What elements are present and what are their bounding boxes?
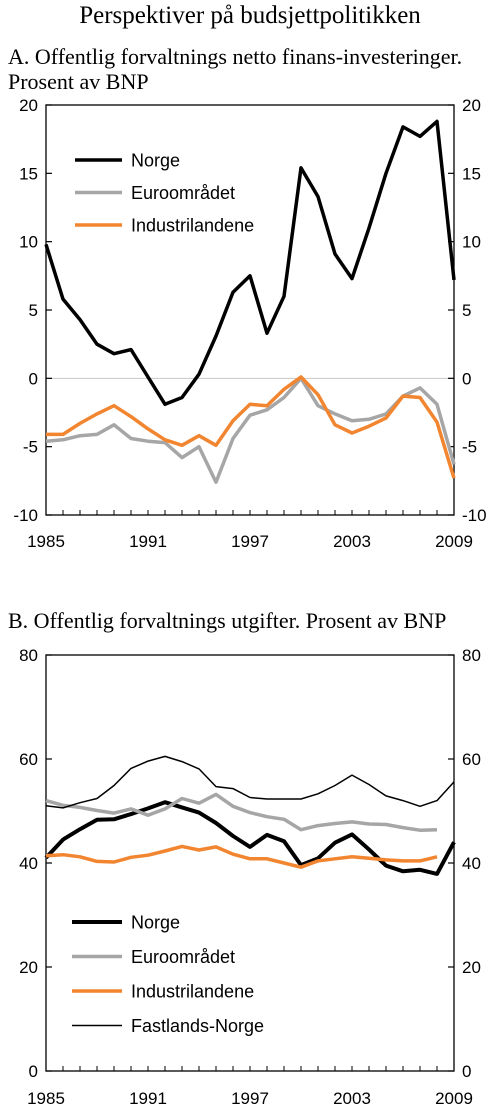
y-tick-label-left: 10 xyxy=(19,233,38,252)
x-tick-label: 2009 xyxy=(435,532,473,551)
y-tick-label-left: 5 xyxy=(29,301,38,320)
y-tick-label-right: 20 xyxy=(462,958,481,977)
y-tick-label-left: 0 xyxy=(29,369,38,388)
series-line-norge xyxy=(44,800,456,876)
figure-title: Perspektiver på budsjettpolitikken xyxy=(79,2,421,29)
y-tick-label-right: 20 xyxy=(462,96,481,115)
y-tick-label-left: 20 xyxy=(19,96,38,115)
legend-label-norge: Norge xyxy=(131,913,180,933)
series-line-fastlands-norge xyxy=(45,755,455,809)
y-tick-label-right: 60 xyxy=(462,750,481,769)
x-tick-label: 2003 xyxy=(333,532,371,551)
y-tick-label-right: 0 xyxy=(462,1062,471,1081)
legend-label-industrilandene: Industrilandene xyxy=(131,982,254,1002)
legend-label-industrilandene: Industrilandene xyxy=(131,216,254,236)
legend-label-euroomradet: Euroområdet xyxy=(131,947,235,967)
y-tick-label-left: 0 xyxy=(29,1062,38,1081)
series-line-euroomradet xyxy=(45,792,438,832)
y-tick-label-left: 60 xyxy=(19,750,38,769)
y-tick-label-left: -5 xyxy=(23,438,38,457)
legend-label-euroomradet: Euroområdet xyxy=(131,183,235,203)
y-tick-label-left: 40 xyxy=(19,854,38,873)
x-tick-label: 1997 xyxy=(231,532,269,551)
panel-a-title: A. Offentlig forvaltnings netto finans-i… xyxy=(8,44,463,94)
panel-b-title: B. Offentlig forvaltnings utgifter. Pros… xyxy=(8,608,447,633)
y-tick-label-right: -10 xyxy=(462,506,487,525)
y-tick-label-right: 0 xyxy=(462,369,471,388)
x-tick-label: 1997 xyxy=(231,1089,269,1108)
x-tick-label: 2003 xyxy=(333,1089,371,1108)
series-line-industrilandene xyxy=(45,844,438,869)
y-tick-label-left: -10 xyxy=(13,506,38,525)
x-tick-label: 1985 xyxy=(27,1089,65,1108)
chart-panel-a: 20 20 15 15 10 10 5 5 0 0 -5 -5 -10 -10 1985 1991 1997 20… xyxy=(13,96,487,551)
x-tick-label: 1991 xyxy=(129,532,167,551)
y-tick-label-left: 80 xyxy=(19,646,38,665)
series-line-euroomradet xyxy=(45,376,456,484)
series-line-industrilandene xyxy=(46,375,456,479)
y-tick-label-left: 15 xyxy=(19,164,38,183)
legend-label-norge: Norge xyxy=(131,151,180,171)
y-tick-label-right: -5 xyxy=(462,438,477,457)
y-tick-label-right: 40 xyxy=(462,854,481,873)
y-tick-label-right: 80 xyxy=(462,646,481,665)
series-line-norge xyxy=(44,119,456,407)
x-tick-label: 2009 xyxy=(435,1089,473,1108)
legend-label-fastlands-norge: Fastlands-Norge xyxy=(131,1016,264,1036)
y-tick-label-right: 5 xyxy=(462,301,471,320)
y-tick-label-left: 20 xyxy=(19,958,38,977)
y-tick-label-right: 10 xyxy=(462,233,481,252)
y-tick-label-right: 15 xyxy=(462,164,481,183)
x-tick-label: 1985 xyxy=(27,532,65,551)
x-tick-label: 1991 xyxy=(129,1089,167,1108)
